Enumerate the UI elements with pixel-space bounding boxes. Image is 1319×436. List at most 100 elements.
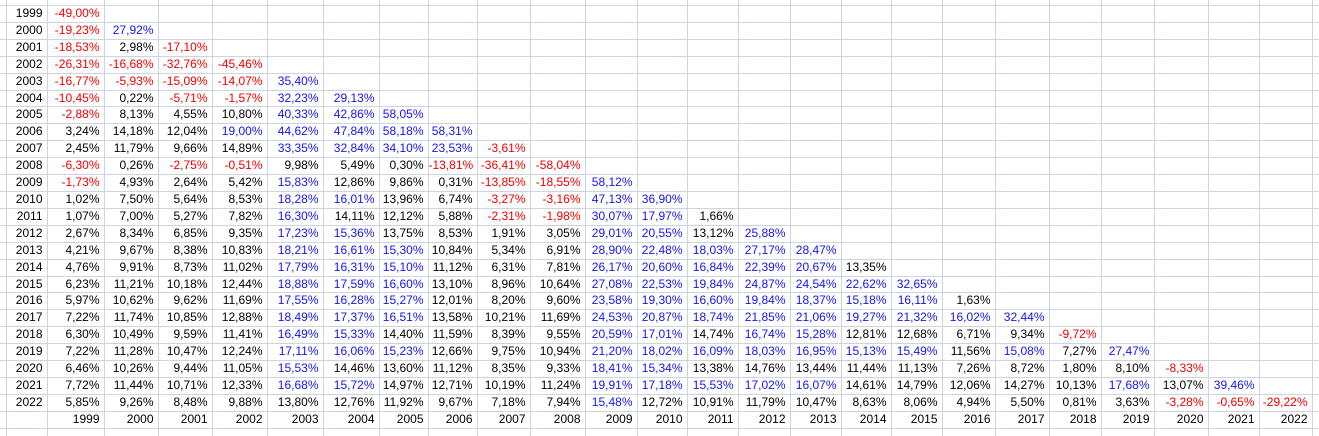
value-cell[interactable]: 13,96% <box>379 191 429 209</box>
value-cell[interactable]: 58,12% <box>585 174 638 192</box>
value-cell[interactable]: 11,44% <box>104 377 159 395</box>
empty-cell[interactable] <box>637 39 688 57</box>
value-cell[interactable]: 1,02% <box>47 191 105 209</box>
value-cell[interactable]: 12,68% <box>891 326 943 345</box>
empty-cell[interactable] <box>1259 309 1313 328</box>
empty-cell[interactable] <box>1101 90 1155 108</box>
value-cell[interactable]: 12,12% <box>379 208 429 226</box>
value-cell[interactable]: 14,61% <box>841 377 892 395</box>
value-cell[interactable]: 7,22% <box>47 309 105 328</box>
column-year-label[interactable]: 2008 <box>530 411 586 429</box>
value-cell[interactable]: 5,64% <box>158 191 213 209</box>
value-cell[interactable]: 11,56% <box>942 343 996 362</box>
empty-cell[interactable] <box>1259 292 1313 311</box>
value-cell[interactable]: 24,87% <box>738 276 791 294</box>
value-cell[interactable]: 5,97% <box>47 292 105 311</box>
row-year-cell[interactable]: 2017 <box>6 309 48 328</box>
value-cell[interactable]: 6,31% <box>477 259 531 277</box>
empty-cell[interactable] <box>942 90 996 108</box>
empty-cell[interactable] <box>942 276 996 294</box>
value-cell[interactable]: 11,92% <box>379 394 429 412</box>
value-cell[interactable]: 13,75% <box>379 225 429 243</box>
row-year-cell[interactable]: 2000 <box>6 22 48 40</box>
value-cell[interactable]: 11,69% <box>530 309 586 328</box>
empty-cell[interactable] <box>995 39 1050 57</box>
value-cell[interactable]: 44,62% <box>267 123 324 142</box>
empty-cell[interactable] <box>1101 106 1155 125</box>
value-cell[interactable]: 2,64% <box>158 174 213 192</box>
value-cell[interactable]: 15,10% <box>379 259 429 277</box>
empty-cell[interactable] <box>1259 157 1313 176</box>
empty-cell[interactable] <box>891 39 943 57</box>
empty-cell[interactable] <box>790 123 842 142</box>
value-cell[interactable]: 15,23% <box>379 343 429 362</box>
value-cell[interactable]: 6,30% <box>47 326 105 345</box>
value-cell[interactable]: 15,30% <box>379 242 429 260</box>
empty-cell[interactable] <box>1154 309 1209 328</box>
value-cell[interactable]: 5,85% <box>47 394 105 412</box>
empty-cell[interactable] <box>1154 259 1209 277</box>
value-cell[interactable]: 14,11% <box>323 208 380 226</box>
value-cell[interactable]: 8,06% <box>891 394 943 412</box>
value-cell[interactable]: 16,30% <box>267 208 324 226</box>
value-cell[interactable]: 7,50% <box>104 191 159 209</box>
empty-cell[interactable] <box>1101 259 1155 277</box>
value-cell[interactable]: 14,76% <box>738 360 791 378</box>
value-cell[interactable]: 16,49% <box>267 326 324 345</box>
value-cell[interactable]: 16,68% <box>267 377 324 395</box>
value-cell[interactable]: -2,88% <box>47 106 105 125</box>
value-cell[interactable]: 10,47% <box>158 343 213 362</box>
empty-cell[interactable] <box>1049 174 1102 192</box>
empty-cell[interactable] <box>212 5 268 23</box>
column-year-label[interactable]: 2013 <box>790 411 842 429</box>
empty-cell[interactable] <box>1208 276 1260 294</box>
value-cell[interactable]: 5,88% <box>428 208 478 226</box>
value-cell[interactable]: 18,74% <box>687 309 739 328</box>
empty-cell[interactable] <box>1259 191 1313 209</box>
empty-cell[interactable] <box>1049 292 1102 311</box>
empty-cell[interactable] <box>995 208 1050 226</box>
value-cell[interactable]: 0,22% <box>104 90 159 108</box>
value-cell[interactable]: 16,11% <box>891 292 943 311</box>
value-cell[interactable]: 4,55% <box>158 106 213 125</box>
empty-cell[interactable] <box>1259 259 1313 277</box>
value-cell[interactable]: 24,53% <box>585 309 638 328</box>
value-cell[interactable]: 39,46% <box>1208 377 1260 395</box>
value-cell[interactable]: 11,02% <box>212 259 268 277</box>
row-year-cell[interactable]: 2009 <box>6 174 48 192</box>
empty-cell[interactable] <box>530 106 586 125</box>
value-cell[interactable]: 14,89% <box>212 140 268 159</box>
value-cell[interactable]: 23,58% <box>585 292 638 311</box>
value-cell[interactable]: 15,49% <box>891 343 943 362</box>
value-cell[interactable]: 11,59% <box>428 326 478 345</box>
value-cell[interactable]: 18,37% <box>790 292 842 311</box>
empty-cell[interactable] <box>995 259 1050 277</box>
value-cell[interactable]: -45,46% <box>212 56 268 74</box>
column-year-label[interactable]: 2009 <box>585 411 638 429</box>
empty-cell[interactable] <box>891 106 943 125</box>
empty-cell[interactable] <box>790 157 842 176</box>
empty-cell[interactable] <box>1101 22 1155 40</box>
value-cell[interactable]: 20,60% <box>637 259 688 277</box>
value-cell[interactable]: 9,26% <box>104 394 159 412</box>
value-cell[interactable]: -58,04% <box>530 157 586 176</box>
value-cell[interactable]: 10,62% <box>104 292 159 311</box>
empty-cell[interactable] <box>891 157 943 176</box>
empty-cell[interactable] <box>790 90 842 108</box>
empty-cell[interactable] <box>841 242 892 260</box>
row-year-cell[interactable]: 2008 <box>6 157 48 176</box>
empty-cell[interactable] <box>1259 123 1313 142</box>
empty-cell[interactable] <box>530 73 586 91</box>
column-year-label[interactable]: 2004 <box>323 411 380 429</box>
empty-cell[interactable] <box>1259 343 1313 362</box>
empty-cell[interactable] <box>942 73 996 91</box>
empty-cell[interactable] <box>942 56 996 74</box>
value-cell[interactable]: 12,24% <box>212 343 268 362</box>
empty-cell[interactable] <box>1259 22 1313 40</box>
column-year-label[interactable]: 2017 <box>995 411 1050 429</box>
empty-cell[interactable] <box>841 73 892 91</box>
value-cell[interactable]: 21,20% <box>585 343 638 362</box>
empty-cell[interactable] <box>477 5 531 23</box>
column-year-label[interactable]: 2014 <box>841 411 892 429</box>
value-cell[interactable]: 21,85% <box>738 309 791 328</box>
